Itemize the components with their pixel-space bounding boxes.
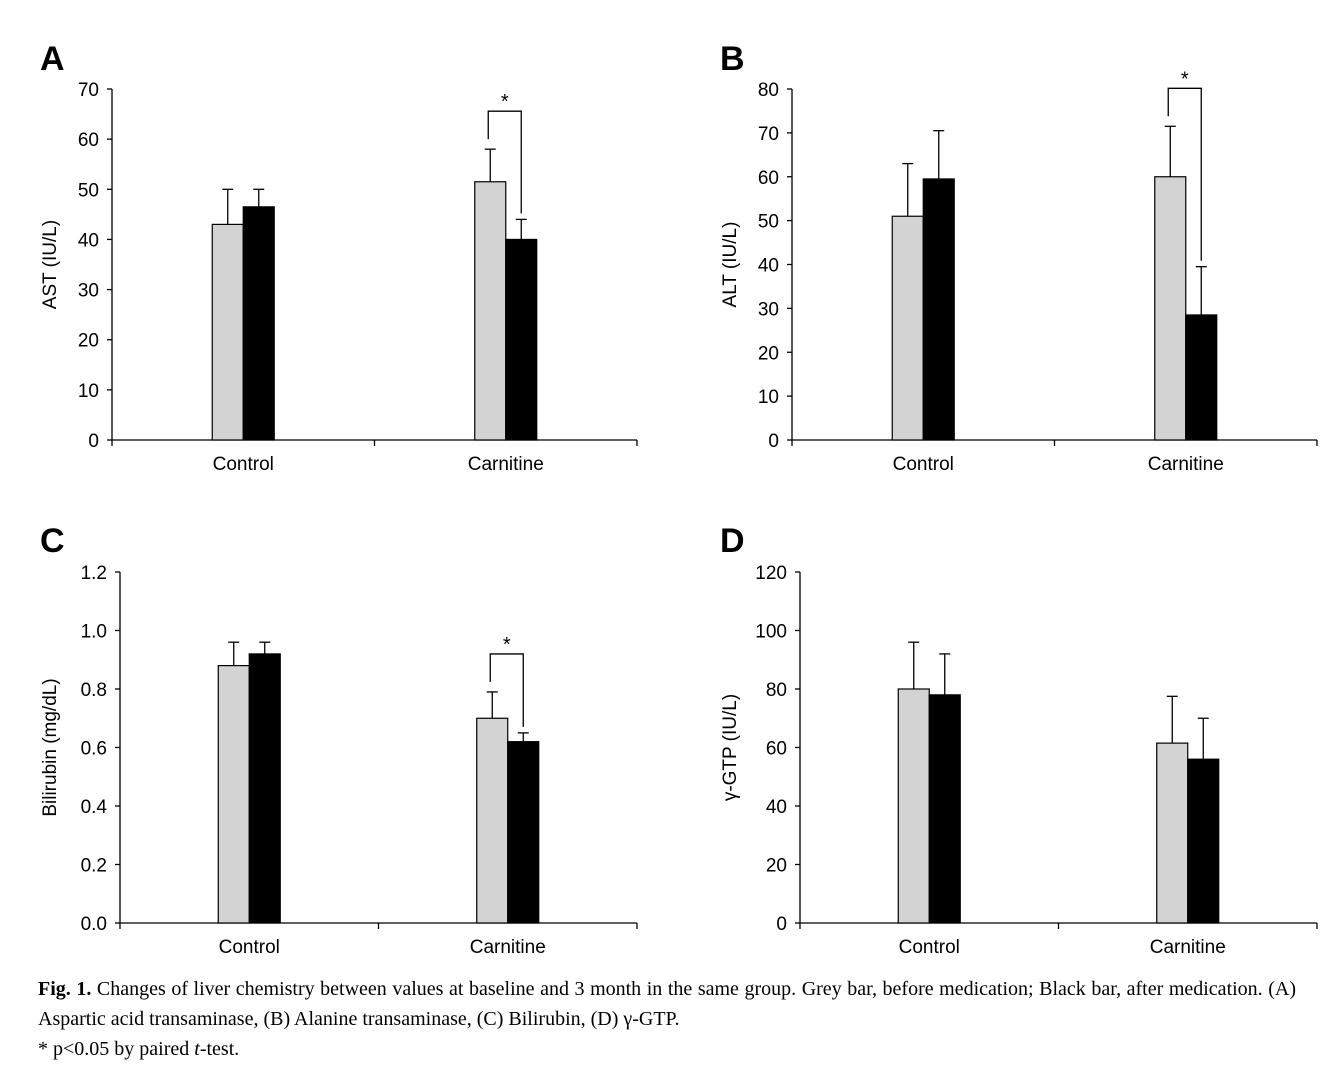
y-tick-label: 120: [755, 563, 787, 584]
significance-bracket: [1167, 87, 1202, 261]
significance-star: *: [501, 91, 509, 113]
y-tick-label: 40: [78, 230, 99, 251]
y-tick-label: 0: [88, 431, 99, 452]
y-tick-label: 20: [78, 331, 99, 352]
bar-black-carnitine: [1187, 758, 1220, 924]
y-tick-label: 0.2: [81, 856, 107, 877]
caption-text: Changes of liver chemistry between value…: [38, 978, 1296, 1030]
panel-letter: C: [40, 522, 65, 560]
y-tick-label: 0.4: [81, 797, 108, 818]
bar-black-control: [248, 653, 281, 924]
category-label: Control: [213, 454, 274, 475]
chart-panel-c: C Bilirubin (mg/dL) 0.0 0.2 0.4 0.6 0.8 1.0 1.2 C…: [40, 522, 638, 958]
bar-grey-control: [897, 688, 930, 924]
bar-black-carnitine: [1185, 314, 1218, 441]
y-tick-label: 20: [758, 343, 779, 364]
y-axis-title: γ-GTP (IU/L): [720, 694, 741, 801]
significance-star: *: [1181, 68, 1189, 90]
footnote-post: -test.: [199, 1038, 240, 1060]
y-tick-label: 0: [776, 914, 787, 935]
bar-black-carnitine: [505, 238, 538, 441]
y-tick-label: 80: [766, 680, 787, 701]
y-tick-label: 0.8: [81, 680, 107, 701]
bar-black-control: [928, 694, 961, 924]
category-label: Carnitine: [470, 937, 546, 958]
y-axis-title: AST (IU/L): [40, 220, 61, 309]
y-tick-label: 50: [758, 212, 779, 233]
footnote-italic: t: [194, 1038, 200, 1060]
y-tick-label: 40: [758, 256, 779, 277]
category-label: Control: [899, 937, 960, 958]
bar-black-carnitine: [507, 741, 540, 924]
bar-black-control: [242, 206, 275, 441]
y-tick-label: 50: [78, 180, 99, 201]
y-tick-label: 60: [78, 130, 99, 151]
bar-grey-carnitine: [476, 717, 509, 924]
y-tick-label: 0.6: [81, 739, 107, 760]
y-tick-label: 100: [755, 622, 787, 643]
category-label: Control: [219, 937, 280, 958]
chart-panel-a: A AST (IU/L) 0 10 20 30 40 50 60 70 Control Carniti…: [40, 40, 638, 475]
panel-letter: D: [720, 522, 745, 560]
bar-grey-carnitine: [1156, 742, 1189, 924]
significance-bracket: [489, 653, 524, 727]
y-tick-label: 80: [758, 80, 779, 101]
panel-letter: B: [720, 40, 745, 78]
y-tick-label: 1.0: [81, 622, 107, 643]
y-axis-title: Bilirubin (mg/dL): [40, 678, 61, 816]
y-tick-label: 20: [766, 856, 787, 877]
y-tick-label: 60: [758, 168, 779, 189]
y-tick-label: 1.2: [81, 563, 107, 584]
y-tick-label: 0.0: [81, 914, 107, 935]
bar-black-control: [922, 178, 955, 441]
footnote-pre: * p<0.05 by paired: [38, 1038, 195, 1060]
category-label: Carnitine: [1148, 454, 1224, 475]
bar-grey-control: [217, 664, 250, 924]
significance-star: *: [503, 634, 511, 656]
y-tick-label: 30: [78, 281, 99, 302]
y-tick-label: 70: [758, 124, 779, 145]
y-tick-label: 10: [78, 381, 99, 402]
panel-letter: A: [40, 40, 65, 78]
category-label: Carnitine: [1150, 937, 1226, 958]
caption-main: Fig. 1. Changes of liver chemistry betwe…: [38, 974, 1296, 1034]
significance-bracket: [487, 110, 522, 214]
caption-figure-number: Fig. 1.: [38, 978, 92, 1000]
bar-grey-carnitine: [474, 181, 507, 441]
y-tick-label: 60: [766, 739, 787, 760]
caption-footnote: * p<0.05 by paired t-test.: [38, 1034, 1296, 1064]
y-tick-label: 70: [78, 80, 99, 101]
bar-grey-control: [891, 215, 924, 441]
category-label: Control: [893, 454, 954, 475]
y-tick-label: 30: [758, 299, 779, 320]
y-tick-label: 10: [758, 387, 779, 408]
figure-panels: A AST (IU/L) 0 10 20 30 40 50 60 70 Control Carniti…: [40, 40, 1318, 958]
category-label: Carnitine: [468, 454, 544, 475]
chart-panel-b: B ALT (IU/L) 0 10 20 30 40 50 60 70 80 Control Carni…: [720, 40, 1318, 475]
bar-grey-control: [211, 223, 244, 441]
bar-grey-carnitine: [1154, 176, 1187, 441]
figure-caption: Fig. 1. Changes of liver chemistry betwe…: [38, 974, 1296, 1064]
y-axis-title: ALT (IU/L): [720, 222, 741, 308]
chart-panel-d: Dγ-GTP (IU/L) 0 20 40 60 80 100 120 Control Carni…: [720, 522, 1318, 958]
y-tick-label: 40: [766, 797, 787, 818]
y-tick-label: 0: [768, 431, 779, 452]
